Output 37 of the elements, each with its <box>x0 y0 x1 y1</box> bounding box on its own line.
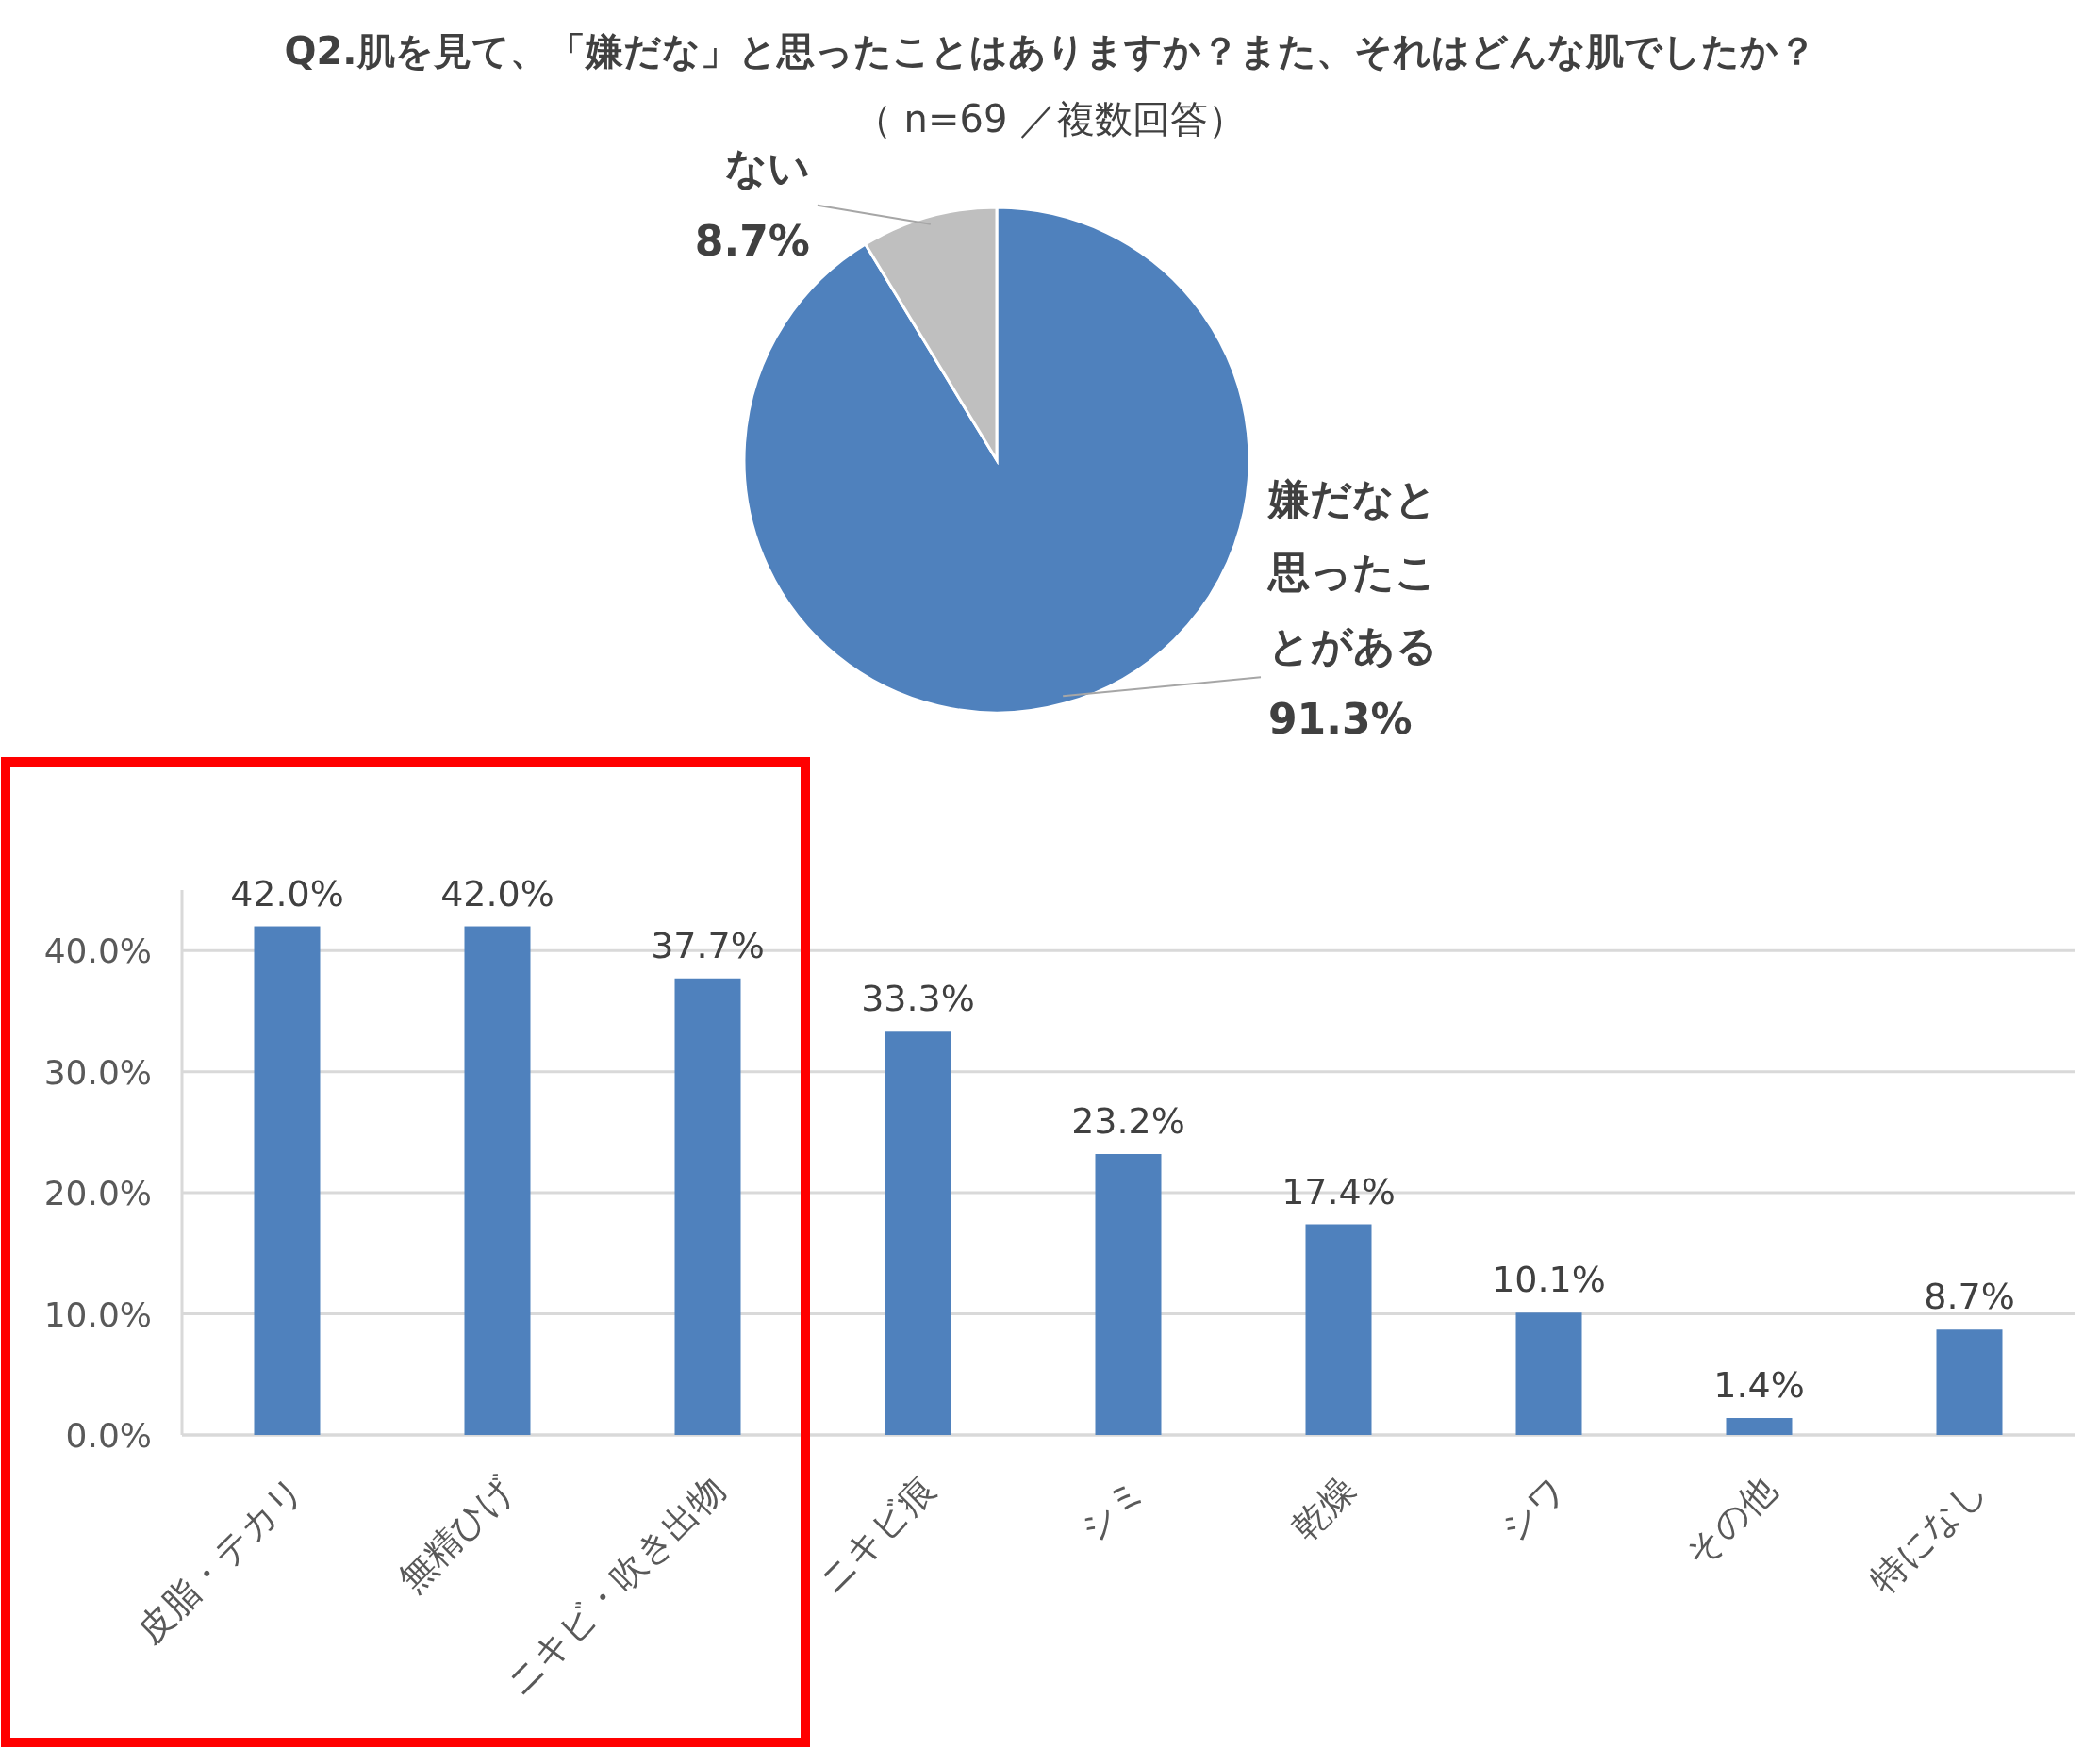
x-tick-label: その他 <box>1677 1468 1784 1575</box>
data-label: 10.1% <box>1492 1259 1606 1301</box>
data-label: 91.3% <box>1268 695 1413 744</box>
slice-label: ない <box>724 142 810 191</box>
bar <box>674 978 741 1435</box>
y-tick-label: 0.0% <box>65 1416 152 1455</box>
x-tick-label: 乾燥 <box>1283 1468 1364 1549</box>
slice-label: 嫌だなと思ったことがある <box>1266 474 1438 670</box>
bar <box>1515 1312 1582 1435</box>
data-label: 17.4% <box>1281 1170 1396 1212</box>
y-tick-label: 40.0% <box>43 932 152 971</box>
bar <box>1095 1154 1162 1435</box>
y-tick-label: 10.0% <box>43 1295 152 1334</box>
data-label: 8.7% <box>1924 1276 2015 1318</box>
bar <box>1936 1329 2003 1435</box>
bar <box>254 926 321 1435</box>
data-label: 23.2% <box>1071 1100 1185 1143</box>
bar <box>885 1031 951 1435</box>
bar <box>1726 1418 1793 1435</box>
x-tick-label: 無精ひげ <box>389 1468 522 1601</box>
bar <box>1305 1224 1372 1435</box>
y-tick-label: 20.0% <box>43 1174 152 1213</box>
data-label: 42.0% <box>230 872 344 915</box>
data-label: 42.0% <box>440 872 554 915</box>
x-tick-label: 特になし <box>1861 1468 1994 1601</box>
bar <box>464 926 531 1435</box>
data-label: 8.7% <box>694 216 810 265</box>
data-label: 37.7% <box>651 924 765 966</box>
x-tick-label: 皮脂・テカリ <box>128 1468 312 1652</box>
x-tick-label: シミ <box>1071 1468 1153 1550</box>
y-tick-label: 30.0% <box>43 1052 152 1092</box>
chart-subtitle: （ n=69 ／複数回答） <box>853 97 1247 140</box>
data-label: 33.3% <box>861 978 975 1020</box>
x-tick-label: シワ <box>1492 1468 1574 1550</box>
data-label: 1.4% <box>1713 1364 1805 1407</box>
x-tick-label: ニキビ痕 <box>810 1468 943 1601</box>
chart-title: Q2.肌を見て、「嫌だな」と思ったことはありますか？また、それはどんな肌でしたか？ <box>284 29 1816 73</box>
